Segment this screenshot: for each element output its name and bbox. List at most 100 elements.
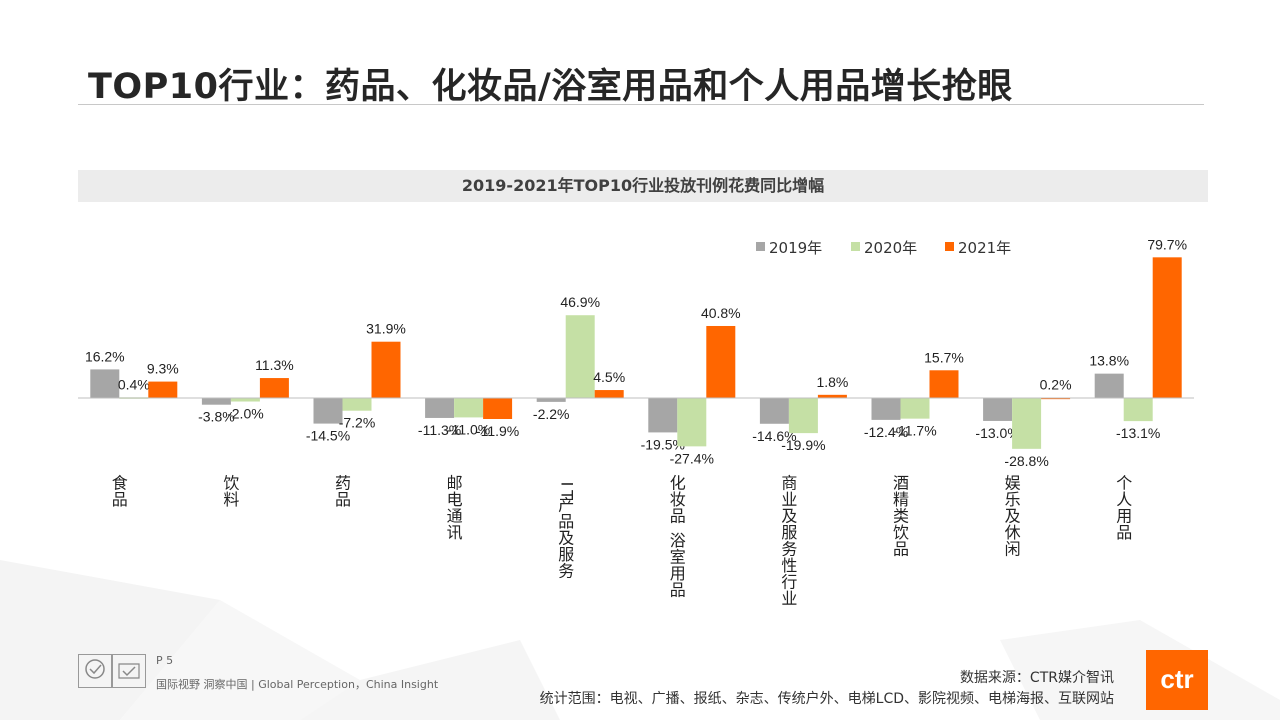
category-label-char: 业 [781, 589, 797, 608]
bar-化妆品/浴室用品-2021年 [706, 325, 736, 398]
bar-酒精类饮品-2019年 [871, 398, 901, 420]
data-source: 数据来源：CTR媒介智讯 [959, 670, 1114, 686]
bar-食品-2021年 [148, 381, 178, 398]
bar-IT产品及服务-2021年 [594, 390, 624, 398]
category-label-char: 品 [558, 512, 574, 531]
data-label: 46.9% [560, 294, 600, 310]
data-label: 4.5% [593, 369, 625, 385]
data-label: -3.8% [198, 409, 235, 425]
category-label-char: 浴 [670, 531, 686, 550]
data-label: 31.9% [366, 321, 406, 337]
category-label-char: 人 [1116, 490, 1132, 509]
data-label: -11.7% [893, 423, 936, 439]
bar-酒精类饮品-2020年 [900, 398, 930, 419]
bar-IT产品及服务-2019年 [536, 398, 566, 402]
category-label-char: T [558, 489, 577, 500]
legend-label: 2021年 [958, 239, 1011, 257]
category-label-char: 务 [558, 562, 574, 581]
bar-个人用品-2021年 [1152, 257, 1182, 398]
category-label-char: 饮 [893, 523, 909, 542]
category-label-char: 务 [781, 540, 797, 559]
data-scope: 统计范围：电视、广播、报纸、杂志、传统户外、电梯LCD、影院视频、电梯海报、互联… [539, 691, 1114, 707]
bar-邮电通讯-2021年 [483, 398, 513, 420]
bar-饮料-2020年 [230, 398, 260, 402]
category-label-char: I [558, 482, 577, 487]
bar-商业及服务性行业-2019年 [759, 398, 789, 424]
bar-商业及服务性行业-2020年 [788, 398, 818, 434]
data-label: -14.6% [752, 428, 796, 444]
data-label: 79.7% [1147, 236, 1187, 252]
legend-swatch [851, 242, 860, 251]
bar-药品-2019年 [313, 398, 343, 424]
category-label-char: 服 [558, 545, 574, 564]
data-label: -11.9% [476, 423, 519, 439]
bar-饮料-2021年 [259, 378, 289, 398]
data-label: 11.3% [255, 357, 294, 373]
category-label-char: 用 [670, 564, 686, 583]
bar-chart: 16.2%0.4%9.3%食品-3.8%-2.0%11.3%饮料-14.5%-7… [78, 236, 1194, 608]
category-label-char: 娱 [1005, 474, 1021, 493]
legend-label: 2019年 [769, 239, 822, 257]
bar-娱乐及休闲-2020年 [1012, 398, 1042, 449]
bar-食品-2019年 [90, 369, 120, 398]
data-label: -2.2% [533, 406, 570, 422]
data-label: 1.8% [816, 374, 848, 390]
category-label-char: 休 [1005, 523, 1021, 542]
category-label-char: 品 [1116, 523, 1132, 542]
category-label-char: 室 [670, 548, 686, 567]
bar-酒精类饮品-2021年 [929, 370, 959, 398]
legend-swatch [945, 242, 954, 251]
category-label-char: 类 [893, 507, 909, 526]
data-label: 40.8% [701, 305, 741, 321]
category-label-char: 及 [781, 507, 797, 526]
category-label-char: 服 [781, 523, 797, 542]
category-label-char: 妆 [670, 490, 686, 509]
data-label: 9.3% [147, 361, 179, 377]
chart-title: 2019-2021年TOP10行业投放刊例花费同比增幅 [461, 176, 825, 195]
bar-邮电通讯-2020年 [454, 398, 484, 418]
category-label-char: 用 [1116, 507, 1132, 526]
title-divider [78, 104, 1204, 105]
data-label: -19.5% [641, 436, 685, 452]
data-label: -28.8% [1004, 453, 1048, 469]
legend-swatch [756, 242, 765, 251]
bar-IT产品及服务-2020年 [565, 315, 595, 398]
bar-饮料-2019年 [201, 398, 231, 405]
data-label: -27.4% [670, 450, 714, 466]
data-label: 0.4% [118, 376, 150, 392]
category-label-char: 邮 [447, 474, 463, 493]
data-label: 0.2% [1040, 377, 1072, 393]
bar-商业及服务性行业-2021年 [817, 394, 847, 398]
category-label-char: 电 [447, 490, 463, 509]
data-label: -13.1% [1116, 425, 1160, 441]
data-label: -19.9% [781, 437, 825, 453]
category-label-char: 精 [893, 490, 909, 509]
data-label: 16.2% [85, 348, 125, 364]
category-label-char: 通 [447, 507, 463, 526]
category-label-char: 商 [781, 474, 797, 493]
data-label: -11.0% [447, 421, 490, 437]
category-label-char: 食 [112, 474, 128, 493]
data-label: -13.0% [975, 425, 1019, 441]
bar-娱乐及休闲-2019年 [983, 398, 1013, 421]
bar-药品-2020年 [342, 398, 372, 411]
page-title: TOP10行业：药品、化妆品/浴室用品和个人用品增长抢眼 [88, 67, 1013, 107]
category-label-char: 业 [781, 490, 797, 509]
data-label: -2.0% [227, 406, 264, 422]
category-label-char: 品 [112, 490, 128, 509]
certification-logos [78, 654, 146, 688]
category-label-char: 品 [893, 540, 909, 559]
chart-title-bar: 2019-2021年TOP10行业投放刊例花费同比增幅 [78, 170, 1208, 202]
category-label-char: 及 [1005, 507, 1021, 526]
category-label-char: 讯 [447, 523, 463, 542]
category-label-char: 品 [670, 581, 686, 600]
bar-邮电通讯-2019年 [425, 398, 455, 418]
ctr-logo-text: ctr [1160, 664, 1193, 694]
tagline: 国际视野 洞察中国 | Global Perception，China Insi… [156, 678, 439, 691]
data-label: -14.5% [306, 428, 350, 444]
ctr-logo: ctr [1146, 650, 1208, 710]
category-label-char: 产 [558, 496, 574, 515]
category-label-char: 化 [670, 474, 686, 493]
data-label: -11.3% [418, 422, 461, 438]
